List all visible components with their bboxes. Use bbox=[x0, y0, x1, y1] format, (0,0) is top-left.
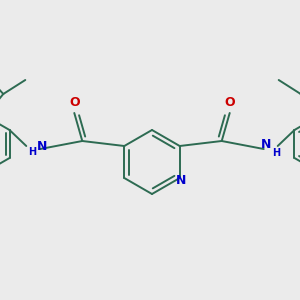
Text: O: O bbox=[224, 97, 235, 110]
Text: N: N bbox=[176, 173, 186, 187]
Text: O: O bbox=[69, 97, 80, 110]
Text: H: H bbox=[28, 147, 36, 157]
Text: H: H bbox=[272, 148, 280, 158]
Text: N: N bbox=[37, 140, 47, 152]
Text: N: N bbox=[260, 137, 271, 151]
